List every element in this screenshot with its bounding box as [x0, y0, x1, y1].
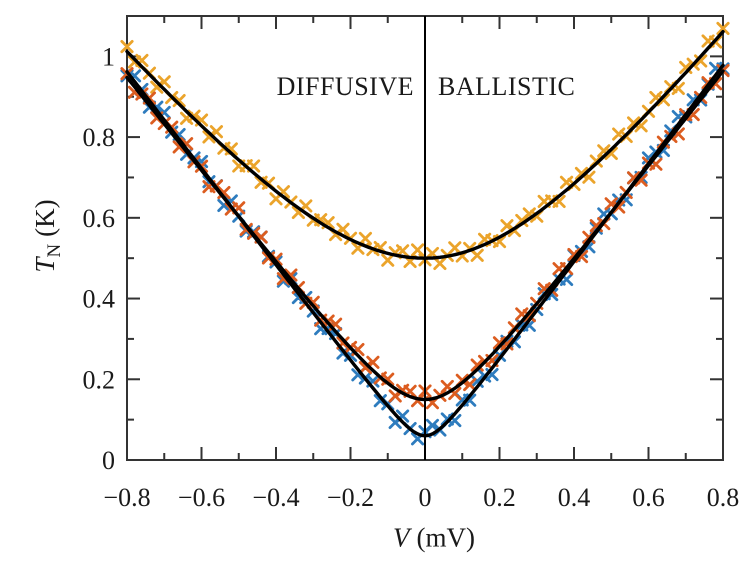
x-tick-label: −0.6: [178, 483, 225, 512]
x-tick-label: 0.6: [632, 483, 665, 512]
y-tick-label: 0.6: [83, 204, 116, 233]
ballistic-region-label: BALLISTIC: [438, 72, 576, 101]
y-axis-subscript: N: [44, 243, 66, 258]
y-axis-variable: T: [29, 257, 60, 273]
y-axis-unit: (K): [29, 199, 60, 237]
x-tick-label: 0: [419, 483, 432, 512]
x-tick-label: −0.8: [103, 483, 150, 512]
x-axis-unit: (mV): [416, 522, 475, 553]
x-tick-label: −0.4: [252, 483, 299, 512]
x-tick-label: −0.2: [327, 483, 374, 512]
x-tick-label: 0.4: [558, 483, 591, 512]
x-axis-variable: V: [393, 522, 410, 553]
y-tick-label: 0: [102, 446, 115, 475]
x-tick-label: 0.8: [707, 483, 740, 512]
fit-curve-series-yellow: [125, 30, 725, 260]
diffusive-region-label: DIFFUSIVE: [276, 72, 414, 101]
data-markers-series-yellow: [120, 21, 730, 270]
x-axis-title: V (mV): [393, 523, 475, 554]
y-tick-label: 0.8: [83, 123, 116, 152]
y-tick-label: 0.2: [83, 365, 116, 394]
y-axis-title: TN (K): [30, 199, 66, 272]
y-tick-label: 0.4: [83, 285, 116, 314]
x-tick-label: 0.2: [483, 483, 516, 512]
fit-curve-series-orange: [125, 69, 725, 402]
y-tick-label: 1: [102, 42, 115, 71]
